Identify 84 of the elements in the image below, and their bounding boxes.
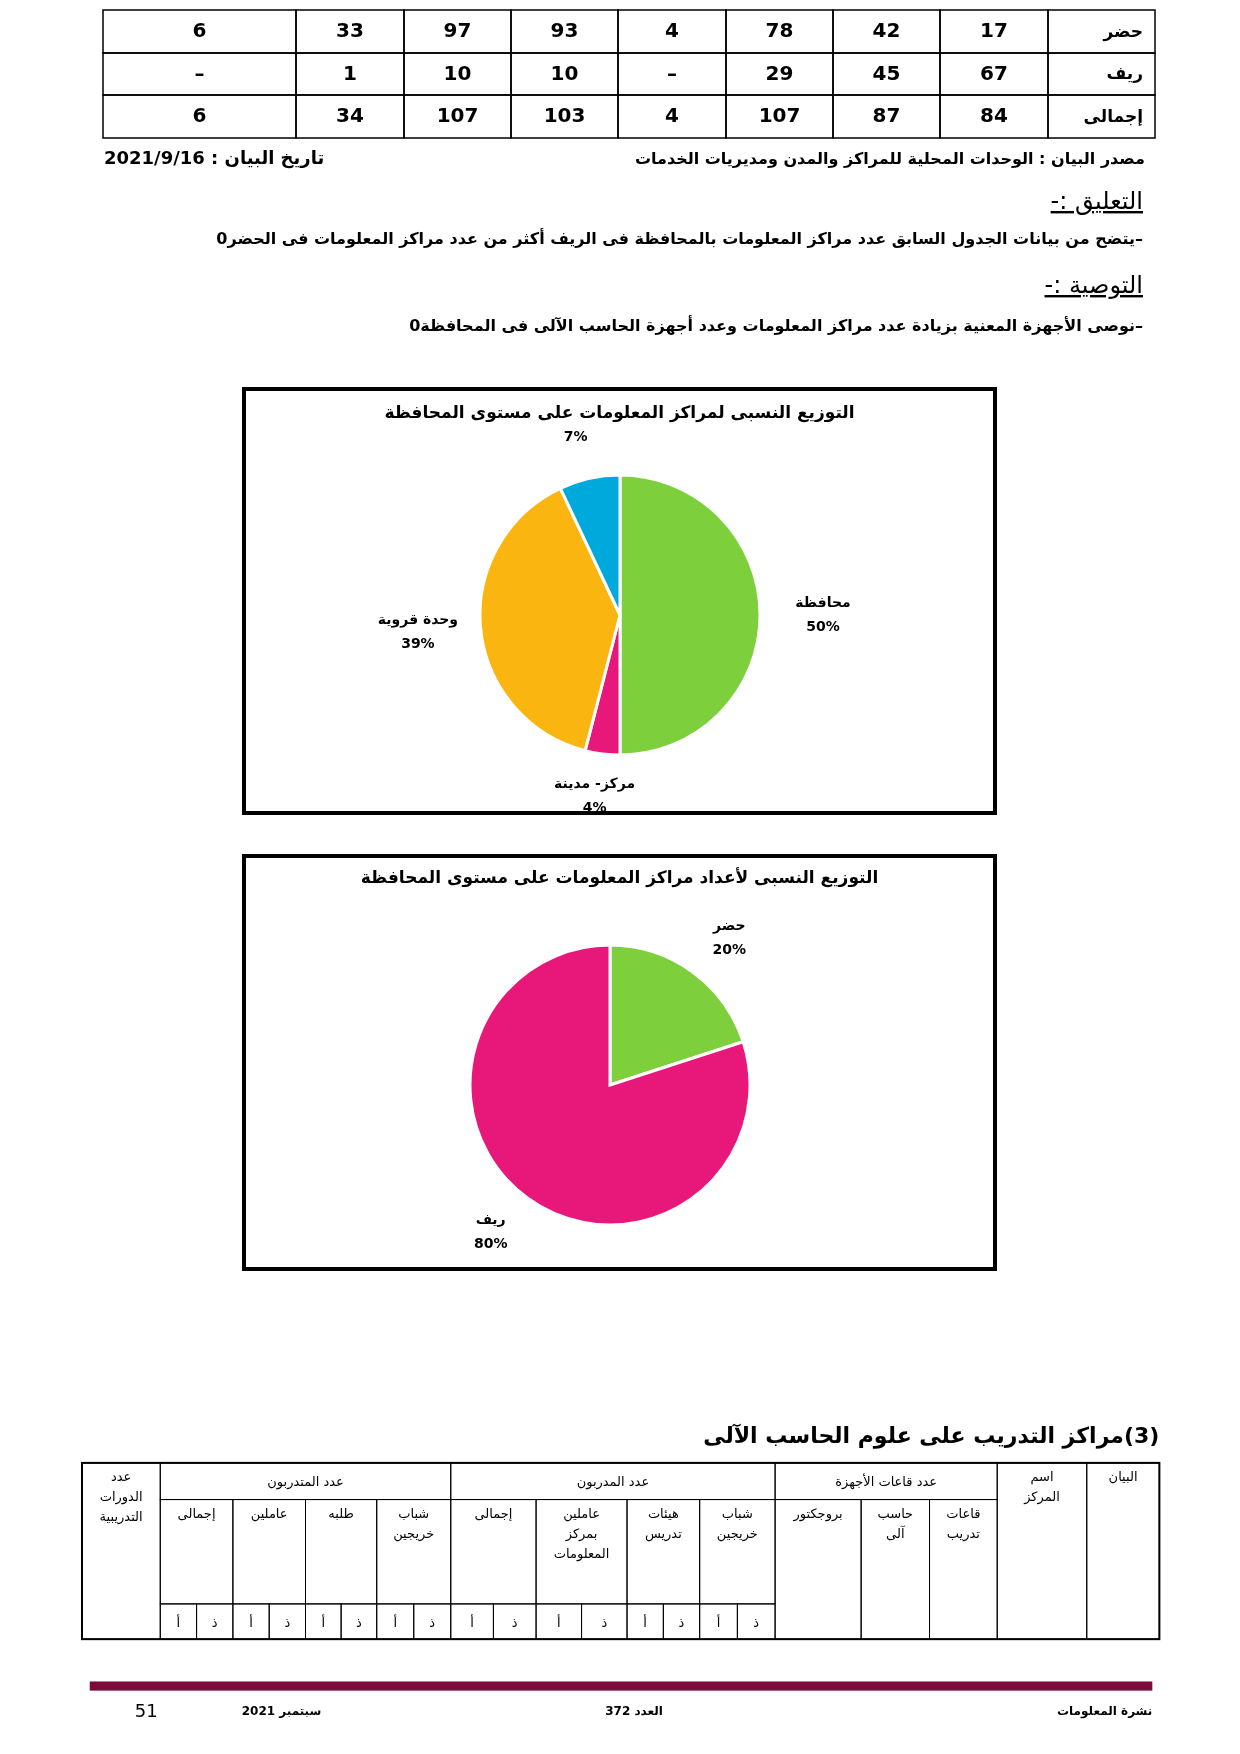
text: ذ xyxy=(356,1614,363,1630)
text: قاعات تدريب xyxy=(946,1505,981,1542)
text: (3)مراكز التدريب على علوم الحاسب الآلى xyxy=(703,1422,1160,1449)
text: نشرة المعلومات xyxy=(1057,1704,1153,1720)
text: 67 xyxy=(980,60,1008,85)
text: التوصية :- xyxy=(1044,271,1143,299)
text: ذ xyxy=(678,1614,685,1630)
text: التعليق :- xyxy=(1050,187,1143,215)
text: البيان xyxy=(1108,1468,1138,1484)
text: مصدر البيان : الوحدات المحلية للمراكز والمدن ومديريات الخدمات xyxy=(634,148,1145,168)
pie-slice xyxy=(468,943,752,1227)
text: 97 xyxy=(443,18,472,42)
text: طلبه xyxy=(328,1505,354,1521)
data-label: 50% xyxy=(806,618,840,634)
text: 93 xyxy=(550,18,579,42)
text: 78 xyxy=(765,18,794,42)
text: أ xyxy=(176,1613,181,1630)
data-label: 7% xyxy=(563,428,588,445)
text: حضر xyxy=(1102,20,1143,42)
text: عدد المدربون xyxy=(576,1474,650,1491)
text: أ xyxy=(557,1613,561,1630)
text: أ xyxy=(716,1613,721,1630)
text: ذ xyxy=(753,1614,760,1630)
text: 4 xyxy=(665,18,679,42)
text: اسم المركز xyxy=(1023,1468,1060,1505)
text: ذ xyxy=(429,1614,436,1630)
text: أ xyxy=(643,1613,647,1630)
data-label: 39% xyxy=(401,635,435,652)
text: إجمالى xyxy=(177,1505,216,1521)
text: ذ xyxy=(211,1614,218,1630)
text: تاريخ البيان : 2021/9/16 xyxy=(104,147,325,169)
text: 107 xyxy=(758,103,801,127)
text: عدد الدورات التدريبية xyxy=(99,1468,143,1525)
text: 29 xyxy=(765,60,794,85)
text: أ xyxy=(321,1613,326,1630)
text: عدد المتدربون xyxy=(267,1474,344,1491)
text: 34 xyxy=(336,103,364,127)
text: 1 xyxy=(343,60,357,85)
text: 17 xyxy=(980,18,1008,42)
text: –نوصى الأجهزة المعنية بزيادة عدد مراكز المعلومات وعدد أجهزة الحاسب الآلى فى المحافظة0 xyxy=(409,314,1143,335)
text: 6 xyxy=(192,103,207,127)
chart-title: التوزيع النسبى لأعداد مراكز المعلومات على مستوى المحافظة xyxy=(360,867,879,888)
data-label: 80% xyxy=(473,1235,508,1252)
text: أ xyxy=(393,1613,398,1630)
text: إجمالى xyxy=(474,1505,513,1521)
text: 51 xyxy=(134,1699,158,1721)
text: 42 xyxy=(872,18,901,42)
text: عاملين بمركز المعلومات xyxy=(553,1505,610,1562)
text: 45 xyxy=(872,60,901,85)
text: أ xyxy=(470,1613,474,1630)
slice-label: وحدة قروية xyxy=(377,611,459,629)
text: ريف xyxy=(1106,63,1143,83)
text: ذ xyxy=(601,1614,608,1630)
text: –يتضح من بيانات الجدول السابق عدد مراكز المعلومات بالمحافظة فى الريف أكثر من عدد مراكز المعلومات فى الحضر0 xyxy=(216,227,1143,248)
text: – xyxy=(194,60,205,85)
slice-label: ريف xyxy=(475,1211,506,1228)
text: – xyxy=(667,60,677,85)
text: 4 xyxy=(665,103,679,127)
text: 10 xyxy=(550,60,579,85)
text: بروجكتور xyxy=(792,1505,843,1522)
text: 33 xyxy=(336,18,364,42)
text: العدد 372 xyxy=(605,1704,663,1719)
text: 6 xyxy=(192,18,207,42)
text: 10 xyxy=(443,60,472,85)
text: سبتمبر 2021 xyxy=(241,1704,322,1719)
text: عاملين xyxy=(250,1505,288,1522)
text: ذ xyxy=(284,1614,291,1630)
text: حاسب آلى xyxy=(877,1505,914,1541)
text: 87 xyxy=(872,103,901,127)
text: أ xyxy=(249,1613,253,1630)
text: إجمالى xyxy=(1083,105,1143,126)
slice-label: محافظة xyxy=(795,594,851,610)
text: 103 xyxy=(543,103,586,127)
text: شباب خريجين xyxy=(393,1505,435,1542)
text: عدد قاعات الأجهزة xyxy=(835,1473,938,1491)
text: 107 xyxy=(436,103,479,127)
slice-label: حضر xyxy=(712,916,746,934)
data-label: 20% xyxy=(712,940,747,957)
text: شباب خريجين xyxy=(716,1505,758,1542)
slice-label: مركز- مدينة xyxy=(553,774,636,792)
text: 84 xyxy=(980,103,1008,127)
chart-title: التوزيع النسبى لمراكز المعلومات على مستوى المحافظة xyxy=(384,402,855,423)
text: هيئات تدريس xyxy=(644,1505,683,1542)
text: ذ xyxy=(511,1614,518,1630)
